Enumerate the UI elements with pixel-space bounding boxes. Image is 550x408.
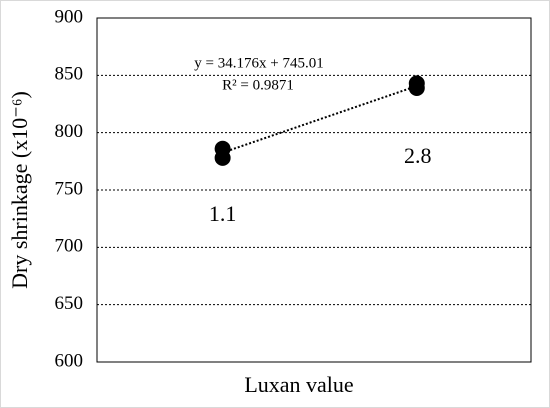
y-axis-title: Dry shrinkage (x10⁻⁶) — [7, 91, 32, 289]
point-label: 2.8 — [404, 143, 432, 168]
point-label: 1.1 — [209, 201, 237, 226]
y-tick-label: 900 — [55, 6, 84, 27]
y-tick-label: 700 — [55, 236, 84, 257]
y-tick-label: 850 — [55, 64, 84, 85]
data-point — [214, 149, 231, 166]
plot-frame — [96, 17, 532, 363]
x-axis-title: Luxan value — [244, 372, 353, 397]
trendline-equation: y = 34.176x + 745.01 — [194, 55, 323, 71]
y-tick-label: 750 — [55, 178, 84, 199]
data-point — [408, 79, 425, 96]
y-tick-label: 650 — [55, 293, 84, 314]
trendline-r2: R² = 0.9871 — [222, 77, 294, 93]
y-tick-label: 800 — [55, 121, 84, 142]
y-tick-label: 600 — [55, 350, 84, 371]
